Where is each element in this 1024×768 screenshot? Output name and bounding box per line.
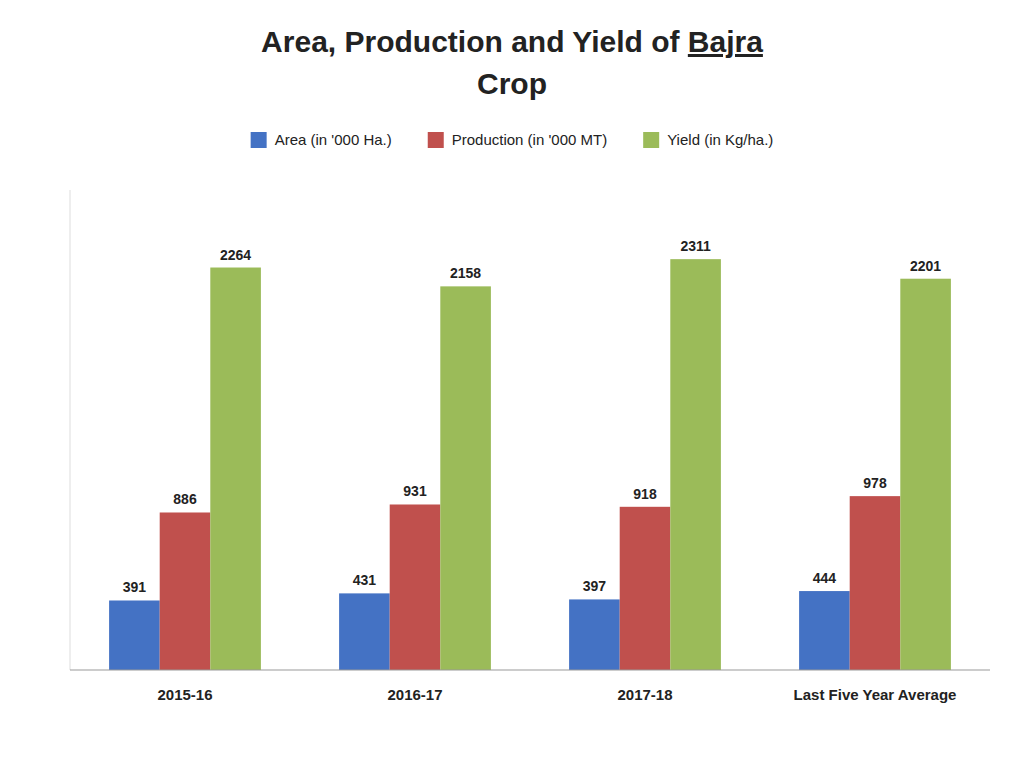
subtitle: Crop <box>477 67 547 100</box>
data-label: 444 <box>813 570 837 586</box>
bar <box>670 259 721 670</box>
title-part: Area, Production and Yield of <box>261 25 688 58</box>
x-axis <box>70 670 990 671</box>
y-axis <box>70 190 71 670</box>
legend-swatch <box>251 132 267 148</box>
legend-label: Area (in '000 Ha.) <box>275 131 392 148</box>
data-label: 2158 <box>450 265 481 281</box>
bar <box>210 268 261 670</box>
data-label: 2311 <box>680 238 711 254</box>
bars <box>109 259 951 670</box>
background <box>0 0 1024 768</box>
bar <box>799 591 850 670</box>
x-tick-label: 2015-16 <box>157 686 212 703</box>
x-tick-label: 2017-18 <box>617 686 672 703</box>
bar <box>440 286 491 670</box>
legend-swatch <box>643 132 659 148</box>
data-labels: 391 431 397 444 886 931 918 978 2264 2158 2311 2201 <box>123 238 942 595</box>
data-label: 931 <box>403 483 427 499</box>
x-tick-label: 2016-17 <box>387 686 442 703</box>
data-label: 397 <box>583 578 607 594</box>
title-underlined-word: Bajra <box>688 25 763 58</box>
legend-label: Yield (in Kg/ha.) <box>667 131 773 148</box>
bar <box>109 600 160 670</box>
data-label: 2264 <box>220 247 251 263</box>
data-label: 978 <box>863 475 887 491</box>
data-label: 2201 <box>910 258 941 274</box>
data-label: 886 <box>173 491 197 507</box>
chart-container: Area, Production and Yield of Bajra Crop A… <box>0 0 1024 768</box>
bar <box>390 504 441 670</box>
bar <box>620 507 671 670</box>
legend-swatch <box>428 132 444 148</box>
bar <box>569 599 620 670</box>
data-label: 391 <box>123 579 147 595</box>
bar <box>850 496 901 670</box>
legend: Area (in '000 Ha.) Production (in '000 MT… <box>251 131 774 148</box>
bar <box>900 279 951 670</box>
title: Area, Production and Yield of Bajra <box>261 25 763 58</box>
chart-svg: Area, Production and Yield of Bajra Crop A… <box>0 0 1024 768</box>
x-tick-label: Last Five Year Average <box>794 686 957 703</box>
bar <box>160 512 211 670</box>
data-label: 431 <box>353 572 377 588</box>
data-label: 918 <box>633 486 657 502</box>
bar <box>339 593 390 670</box>
legend-label: Production (in '000 MT) <box>452 131 607 148</box>
